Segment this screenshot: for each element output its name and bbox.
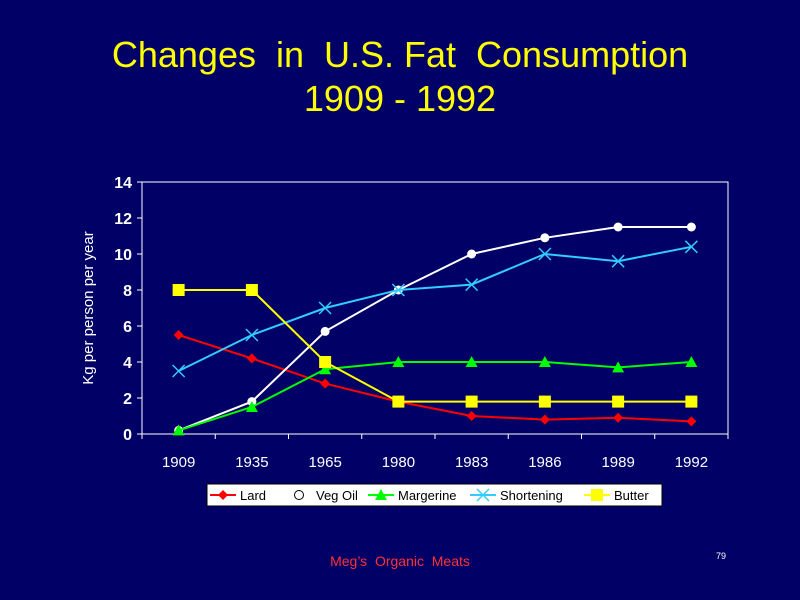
data-point-lard (320, 378, 331, 389)
data-point-veg-oil (320, 326, 330, 336)
data-point-shortening (391, 283, 405, 297)
data-point-veg-oil (613, 222, 623, 232)
y-tick-label: 14 (114, 175, 132, 192)
legend-marker (294, 490, 304, 500)
data-point-shortening (465, 278, 479, 292)
legend-label: Veg Oil (316, 488, 358, 503)
series-line-margerine (178, 361, 692, 432)
marker-stroke (391, 283, 405, 297)
y-tick-label: 10 (114, 247, 132, 264)
data-point-butter (538, 395, 551, 408)
data-point-lard (686, 416, 697, 427)
data-point-butter (319, 356, 332, 368)
series-butter (172, 284, 698, 408)
data-point-shortening (538, 247, 552, 261)
legend-label: Margerine (398, 488, 457, 503)
x-tick-label: 1992 (675, 454, 708, 471)
data-point-butter (465, 395, 478, 408)
data-point-butter (612, 395, 625, 408)
y-tick-label: 4 (123, 355, 132, 372)
legend-marker (476, 488, 490, 502)
x-tick-label: 1980 (382, 454, 415, 471)
data-point-shortening (684, 240, 698, 254)
legend-label: Butter (614, 488, 649, 503)
data-point-butter (245, 284, 258, 296)
series-line-butter (178, 289, 692, 403)
marker-stroke (611, 254, 625, 268)
x-tick-label: 1986 (528, 454, 561, 471)
data-point-veg-oil (686, 222, 696, 232)
y-tick-label: 2 (123, 391, 132, 408)
slide-title-line-2: 1909 - 1992 (303, 78, 497, 119)
x-tick-label: 1909 (162, 454, 195, 471)
footer-text: Meg’s Organic Meats (330, 553, 470, 569)
y-tick-label: 6 (123, 319, 132, 336)
data-point-shortening (245, 328, 259, 342)
marker-stroke (684, 240, 698, 254)
data-point-lard (539, 414, 550, 425)
y-tick-label: 12 (114, 211, 132, 228)
slide-title: Changes in U.S. Fat Consumption 1909 - 1… (0, 33, 800, 121)
data-point-margerine (319, 363, 332, 375)
data-point-veg-oil (540, 233, 550, 243)
data-point-shortening (611, 254, 625, 268)
plot-area (141, 181, 729, 435)
data-point-margerine (612, 361, 625, 373)
x-tick-label: 1983 (455, 454, 488, 471)
y-axis-label: Kg per person per year (80, 231, 97, 384)
legend-marker (375, 489, 387, 500)
legend-label: Shortening (500, 488, 563, 503)
data-point-veg-oil (467, 249, 477, 259)
data-point-margerine (538, 356, 551, 367)
data-point-lard (466, 411, 477, 421)
data-point-lard (246, 353, 257, 364)
series-line-lard (178, 334, 692, 423)
data-point-margerine (245, 401, 258, 412)
series-margerine (172, 356, 698, 436)
x-tick-label: 1965 (308, 454, 341, 471)
legend-marker (218, 490, 228, 500)
y-tick-label: 0 (123, 427, 132, 444)
data-point-shortening (318, 301, 332, 315)
data-point-butter (685, 395, 698, 408)
data-point-margerine (172, 424, 185, 436)
marker-stroke (465, 278, 479, 292)
marker-stroke (476, 488, 490, 502)
slide-title-line-1: Changes in U.S. Fat Consumption (111, 34, 689, 75)
data-point-margerine (392, 356, 405, 367)
series-line-veg-oil (178, 226, 692, 432)
data-point-lard (613, 412, 624, 423)
marker-stroke (318, 301, 332, 315)
marker-stroke (538, 247, 552, 261)
data-point-margerine (685, 356, 698, 367)
data-point-butter (392, 395, 405, 408)
series-shortening (172, 240, 698, 378)
data-point-margerine (465, 356, 478, 367)
page-number: 79 (716, 551, 727, 561)
marker-stroke (245, 328, 259, 342)
legend-label: Lard (240, 488, 266, 503)
data-point-butter (172, 284, 185, 296)
x-tick-label: 1989 (601, 454, 634, 471)
marker-stroke (172, 364, 186, 378)
legend-marker (591, 489, 603, 501)
legend: Lard Veg Oil Margerine Shortening Butter (206, 483, 663, 507)
data-point-lard (173, 330, 184, 340)
legend-box (206, 483, 663, 507)
data-point-shortening (172, 364, 186, 378)
y-tick-label: 8 (123, 283, 132, 300)
series-line-shortening (178, 245, 692, 372)
x-tick-label: 1935 (235, 454, 268, 471)
